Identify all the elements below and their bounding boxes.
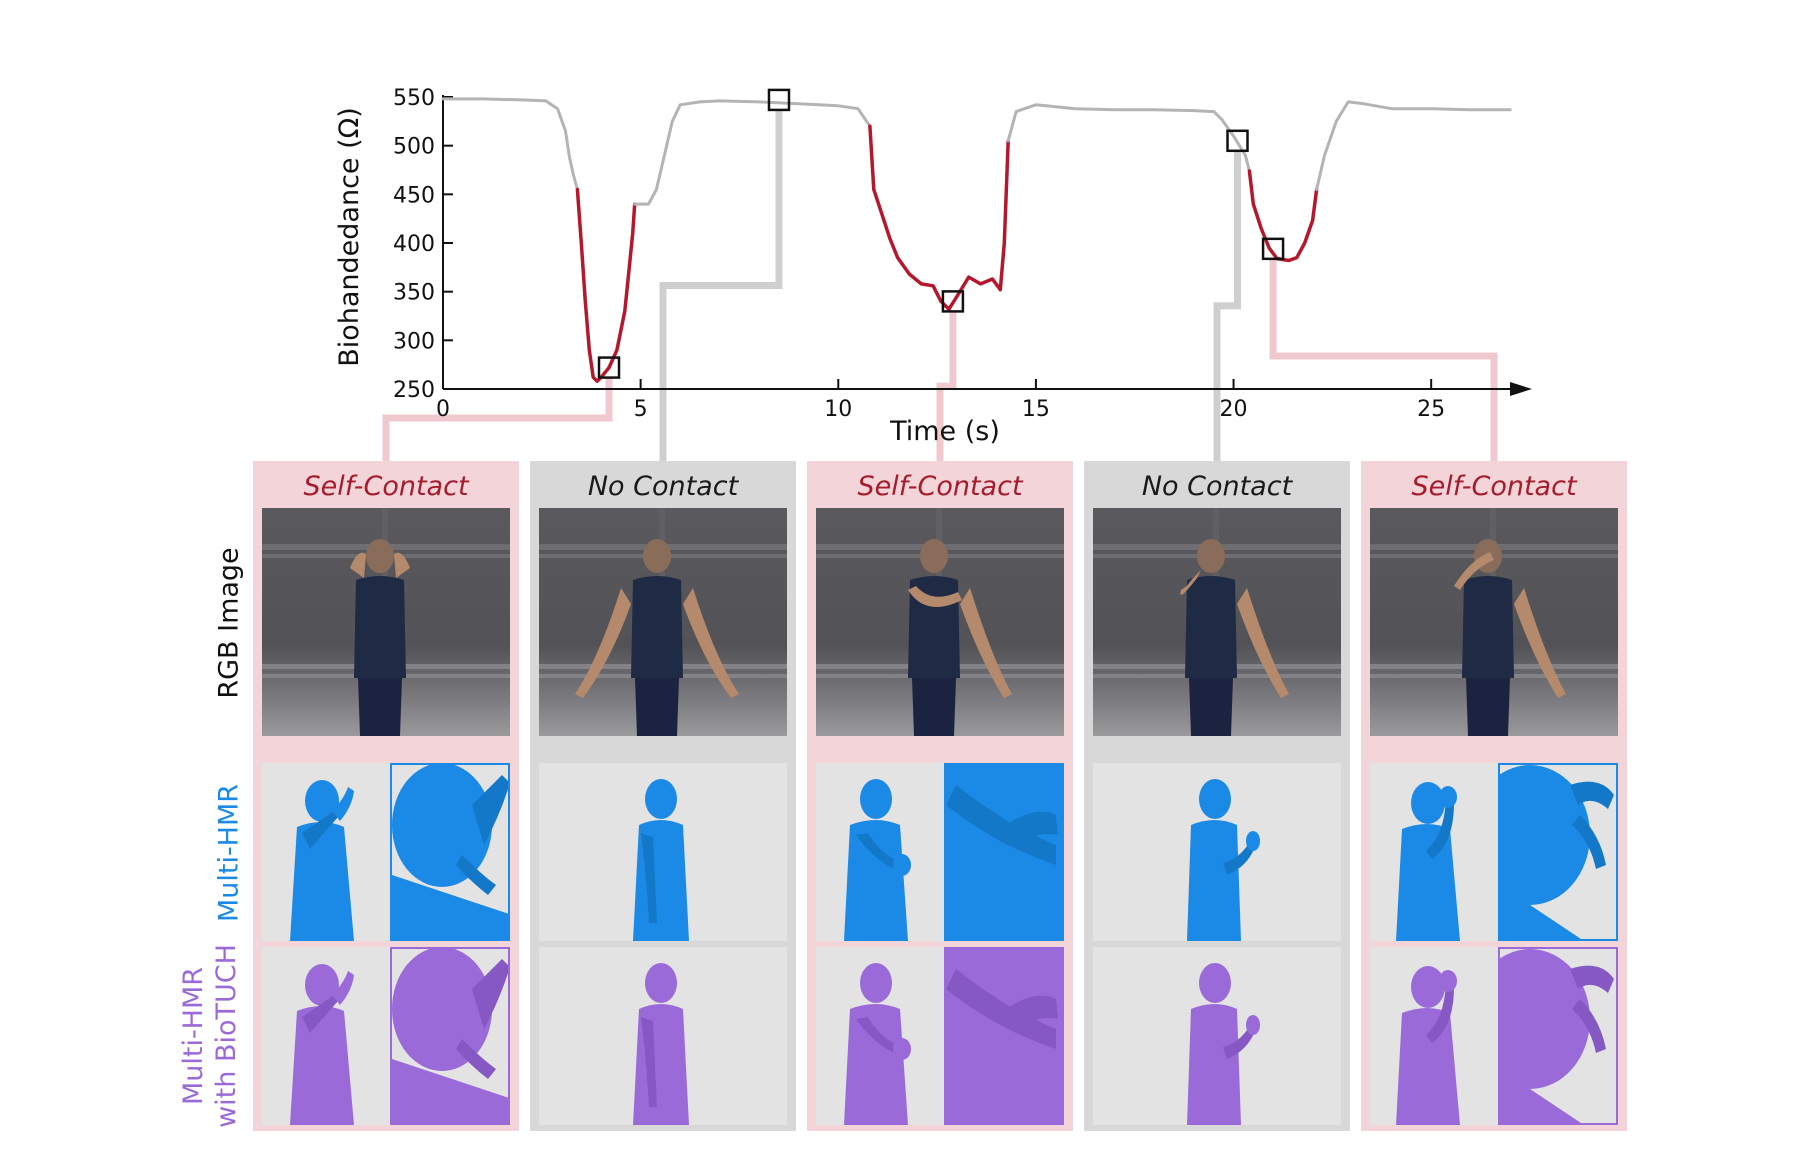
biotuch-render <box>1370 947 1618 1125</box>
self-contact-segment <box>868 124 1010 311</box>
marker-connector <box>1269 258 1498 461</box>
x-axis-arrow <box>1510 382 1532 396</box>
x-tick-label: 5 <box>634 397 648 422</box>
rgb-image <box>1093 508 1341 736</box>
x-tick-label: 25 <box>1417 397 1445 422</box>
row-label-multi-hmr-biotuch: Multi-HMR with BioTUCH <box>177 944 243 1128</box>
marker-connector <box>659 109 783 461</box>
panel-title: No Contact <box>587 471 739 502</box>
self-contact-segment <box>575 187 637 383</box>
x-tick-label: 10 <box>824 397 852 422</box>
person-figure <box>1454 539 1566 736</box>
y-tick-label: 400 <box>393 232 435 257</box>
no-contact-segment <box>1006 103 1251 173</box>
y-tick-label: 500 <box>393 135 435 160</box>
x-tick-label: 0 <box>436 397 450 422</box>
multi-hmr-render <box>262 763 510 941</box>
row-label-rgb-image: RGB Image <box>213 547 245 699</box>
x-axis: 0 5 10 15 20 25 <box>436 379 1532 422</box>
frame-marker <box>1261 237 1285 261</box>
biotuch-render <box>539 947 787 1125</box>
no-contact-segment <box>1315 100 1512 191</box>
person-figure <box>908 539 1012 736</box>
y-tick-label: 350 <box>393 281 435 306</box>
row-label-biotuch-line2: with BioTUCH <box>211 944 242 1128</box>
rgb-image <box>1370 508 1618 736</box>
rgb-image <box>262 508 510 736</box>
panel-3: Self-Contact <box>807 461 1073 1131</box>
frame-marker <box>1226 129 1249 153</box>
panel-1: Self-Contact <box>253 461 519 1131</box>
x-axis-label: Time (s) <box>889 416 1000 447</box>
y-tick-label: 550 <box>393 86 435 111</box>
multi-hmr-zoom-view <box>944 763 1064 941</box>
marker-connector <box>382 377 613 461</box>
panel-2: No Contact <box>530 461 796 1131</box>
multi-hmr-render <box>1370 763 1618 941</box>
multi-hmr-zoom-view <box>390 763 510 941</box>
y-axis-label: Biohandedance (Ω) <box>334 107 365 367</box>
biotuch-zoom-view <box>944 947 1064 1125</box>
person-figure <box>1180 539 1289 736</box>
row-label-biotuch-line1: Multi-HMR <box>178 966 209 1106</box>
panel-title: Self-Contact <box>857 471 1023 502</box>
biotuch-render <box>262 947 510 1125</box>
no-contact-segment <box>441 97 579 191</box>
panel-title: Self-Contact <box>1411 471 1577 502</box>
rgb-image <box>539 508 787 736</box>
y-tick-label: 250 <box>393 378 435 403</box>
y-tick-label: 300 <box>393 329 435 354</box>
biotuch-render <box>816 947 1064 1125</box>
panel-title: Self-Contact <box>303 471 469 502</box>
multi-hmr-render <box>539 763 787 941</box>
marker-connector <box>936 311 957 461</box>
biohandedance-line <box>441 97 1512 383</box>
rgb-image <box>816 508 1064 736</box>
person-figure <box>350 539 410 736</box>
x-tick-label: 15 <box>1022 397 1050 422</box>
frame-marker <box>941 290 965 313</box>
no-contact-segment <box>633 99 872 206</box>
panel-5: Self-Contact <box>1361 461 1627 1131</box>
multi-hmr-render <box>1093 763 1341 941</box>
biotuch-render <box>1093 947 1341 1125</box>
biotuch-zoom-view <box>390 947 510 1125</box>
biotuch-zoom-view <box>1498 947 1618 1125</box>
x-tick-label: 20 <box>1220 397 1248 422</box>
frame-marker <box>767 88 791 112</box>
person-figure <box>575 539 739 736</box>
multi-hmr-zoom-view <box>1498 763 1618 941</box>
row-label-multi-hmr: Multi-HMR <box>213 783 245 923</box>
panel-4: No Contact <box>1084 461 1350 1131</box>
biohandedance-chart: 250 300 350 400 450 500 550 0 5 10 15 20 25 Biohand… <box>334 86 1532 447</box>
marker-connector <box>1213 150 1241 461</box>
y-axis: 250 300 350 400 450 500 550 <box>393 86 453 403</box>
multi-hmr-render <box>816 763 1064 941</box>
y-tick-label: 450 <box>393 183 435 208</box>
panel-title: No Contact <box>1141 471 1293 502</box>
frame-marker <box>597 356 621 379</box>
marker-group <box>597 88 1285 379</box>
